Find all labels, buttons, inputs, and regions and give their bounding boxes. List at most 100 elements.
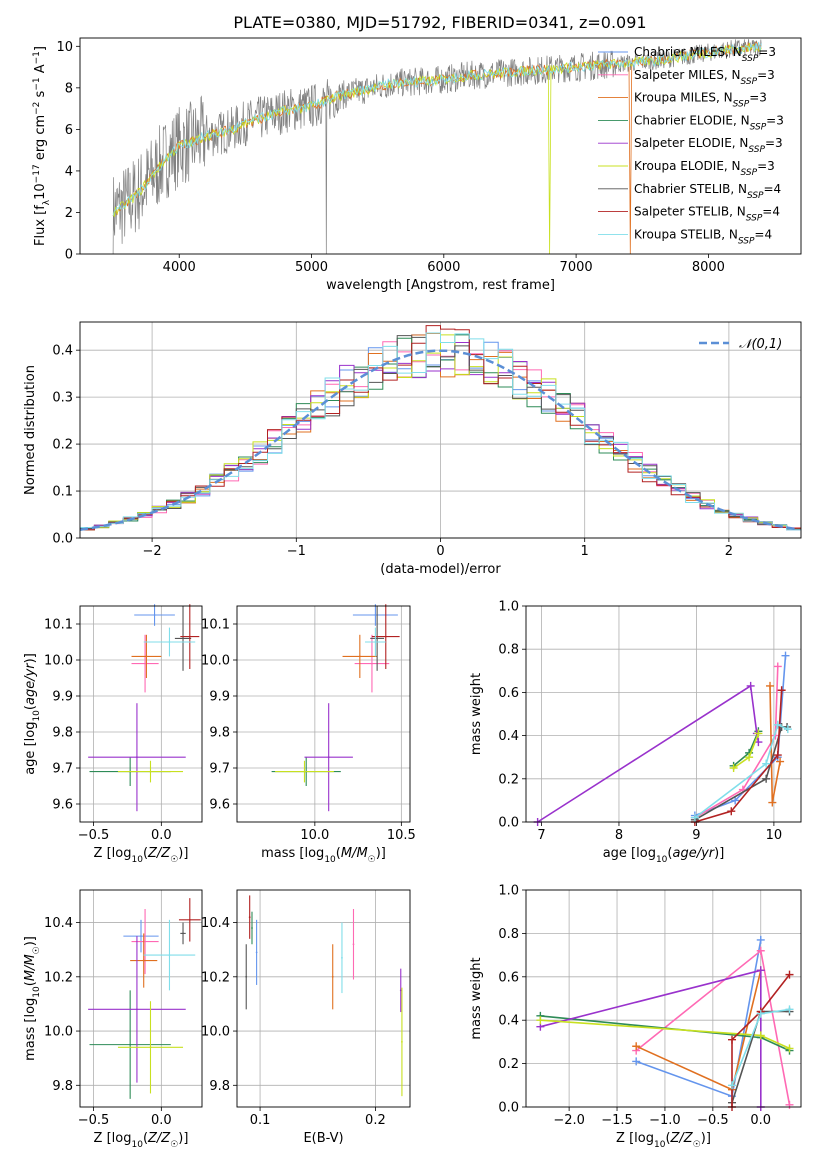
y-tick-label: 10.2 bbox=[201, 970, 230, 985]
point-salpeter_stelib bbox=[384, 635, 387, 638]
mass_weight_vs_Z-axes: −2.0 −1.5 −1.0 −0.5 0.0 0.0 0.2 0.4 0.6 0.8 1.0 bbox=[498, 884, 801, 1128]
mass_weight_vs_Z-frame bbox=[525, 889, 802, 1108]
figure-title: PLATE=0380, MJD=51792, FIBERID=0341, z=0… bbox=[233, 13, 646, 32]
x-tick-label: −1.5 bbox=[601, 1113, 633, 1128]
marker-kroupa_elodie bbox=[756, 1031, 765, 1040]
mass_weight_vs_age-xlabel: age [log10(age/yr)] bbox=[603, 846, 725, 865]
age_vs_Z-ylabel: age [log10(age/yr)] bbox=[23, 653, 42, 775]
y-tick-label: 9.6 bbox=[52, 798, 73, 813]
y-tick-label: 0.4 bbox=[498, 1014, 519, 1029]
y-tick-label: 9.8 bbox=[52, 726, 73, 741]
y-tick-label: 0 bbox=[65, 248, 73, 263]
x-tick-label: 10 bbox=[766, 828, 783, 843]
y-tick-label: 0.6 bbox=[498, 686, 519, 701]
marker-salpeter_miles bbox=[756, 946, 765, 955]
point-kroupa_elodie bbox=[149, 770, 152, 773]
point-chabrier_miles bbox=[153, 614, 156, 616]
y-tick-label: 0.8 bbox=[498, 927, 519, 942]
point-salpeter_elodie bbox=[136, 756, 138, 759]
marker-kroupa_miles bbox=[766, 681, 775, 690]
mass_weight_vs_age-ylabel: mass weight bbox=[469, 673, 484, 755]
y-tick-label: 10.1 bbox=[44, 618, 73, 633]
series-salpeter_elodie bbox=[537, 684, 760, 823]
age_vs_Z-axes: −0.5 0.0 9.6 9.7 9.8 9.9 10.0 10.1 bbox=[44, 606, 202, 843]
y-tick-label: 9.8 bbox=[209, 1079, 230, 1094]
x-tick-label: 10.0 bbox=[300, 828, 329, 843]
point-kroupa_stelib bbox=[341, 956, 343, 959]
model-spectrum-kroupa_stelib bbox=[112, 41, 762, 216]
marker-chabrier_miles bbox=[632, 1057, 641, 1066]
marker-kroupa_stelib bbox=[690, 813, 699, 822]
age_vs_mass-axes: 10.0 10.5 9.6 9.7 9.8 9.9 10.0 10.1 bbox=[201, 606, 416, 843]
residual-xlabel: (data-model)/error bbox=[380, 562, 501, 577]
x-tick-label: 7000 bbox=[560, 260, 593, 275]
spectrum-axes: 4000 5000 6000 7000 8000 0 2 4 6 8 10 bbox=[56, 40, 724, 275]
residual_hist-axes: −2 −1 0 1 2 0.0 0.1 0.2 0.3 0.4 bbox=[52, 322, 801, 559]
y-tick-label: 0.6 bbox=[498, 970, 519, 985]
y-tick-label: 0.0 bbox=[498, 1101, 519, 1116]
marker-chabrier_miles bbox=[781, 651, 790, 660]
marker-chabrier_miles bbox=[756, 935, 765, 944]
legend-label-chabrier_stelib: Chabrier STELIB, NSSP=4 bbox=[634, 182, 781, 201]
x-tick-label: −0.5 bbox=[697, 1113, 729, 1128]
y-tick-label: 10 bbox=[56, 40, 73, 55]
point-salpeter_miles bbox=[371, 662, 373, 665]
mass_vs_ebv-axes: 0.1 0.2 9.8 10.0 10.2 10.4 bbox=[201, 890, 410, 1128]
marker-kroupa_miles bbox=[768, 798, 777, 807]
y-tick-label: 9.9 bbox=[209, 690, 230, 705]
marker-salpeter_stelib bbox=[727, 807, 736, 816]
x-tick-label: −0.5 bbox=[78, 1113, 110, 1128]
point-salpeter_stelib bbox=[188, 918, 191, 921]
x-tick-label: −1.0 bbox=[649, 1113, 681, 1128]
point-chabrier_stelib bbox=[245, 975, 248, 978]
y-tick-label: 9.7 bbox=[209, 762, 230, 777]
y-tick-label: 10.0 bbox=[201, 1025, 230, 1040]
point-salpeter_miles bbox=[352, 943, 355, 946]
legend-label-salpeter_miles: Salpeter MILES, NSSP=3 bbox=[634, 68, 775, 87]
marker-kroupa_miles bbox=[632, 1042, 641, 1051]
mass_vs_Z-axes: −0.5 0.0 9.8 10.0 10.2 10.4 bbox=[44, 890, 202, 1128]
marker-kroupa_elodie bbox=[729, 764, 738, 772]
point-kroupa_miles bbox=[331, 975, 334, 978]
mass_vs_Z-ylabel: mass [log10(M/M☉)] bbox=[23, 936, 42, 1061]
marker-kroupa_stelib bbox=[756, 1009, 765, 1018]
marker-kroupa_stelib bbox=[728, 1081, 737, 1090]
marker-kroupa_elodie bbox=[536, 1016, 545, 1025]
x-tick-label: −2 bbox=[143, 544, 162, 559]
x-tick-label: 4000 bbox=[163, 260, 196, 275]
point-chabrier_miles bbox=[255, 951, 258, 954]
point-chabrier_elodie bbox=[129, 1043, 132, 1046]
x-tick-label: 8 bbox=[615, 828, 623, 843]
y-tick-label: 0.0 bbox=[52, 532, 73, 547]
x-tick-label: 0 bbox=[436, 544, 444, 559]
marker-salpeter_stelib bbox=[777, 686, 786, 695]
age_vs_mass-frame bbox=[236, 605, 411, 823]
marker-kroupa_stelib bbox=[762, 759, 771, 768]
y-tick-label: 0.4 bbox=[52, 344, 73, 359]
marker-salpeter_elodie bbox=[746, 681, 755, 690]
x-tick-label: 6000 bbox=[427, 260, 460, 275]
series-chabrier_elodie bbox=[733, 730, 760, 767]
y-tick-label: 10.1 bbox=[201, 618, 230, 633]
x-tick-label: −0.5 bbox=[78, 828, 110, 843]
x-tick-label: −1 bbox=[287, 544, 306, 559]
y-tick-label: 0.2 bbox=[52, 438, 73, 453]
x-tick-label: 0.1 bbox=[250, 1113, 271, 1128]
y-tick-label: 9.9 bbox=[52, 690, 73, 705]
legend-label-kroupa_stelib: Kroupa STELIB, NSSP=4 bbox=[634, 227, 772, 246]
y-tick-label: 0.1 bbox=[52, 485, 73, 500]
histogram-kroupa_stelib bbox=[80, 332, 801, 531]
series-salpeter_miles bbox=[694, 666, 779, 819]
x-tick-label: 1 bbox=[581, 544, 589, 559]
marker-salpeter_elodie bbox=[756, 966, 765, 975]
histogram-salpeter_stelib bbox=[80, 325, 801, 531]
age_vs_Z-xlabel: Z [log10(Z/Z☉)] bbox=[94, 846, 189, 865]
point-chabrier_miles bbox=[140, 935, 142, 938]
x-tick-label: 5000 bbox=[295, 260, 328, 275]
series-salpeter_stelib bbox=[731, 974, 791, 1107]
point-kroupa_miles bbox=[142, 959, 145, 962]
point-salpeter_stelib bbox=[188, 635, 191, 638]
residual-frame bbox=[79, 321, 802, 539]
x-tick-label: 8000 bbox=[692, 260, 725, 275]
